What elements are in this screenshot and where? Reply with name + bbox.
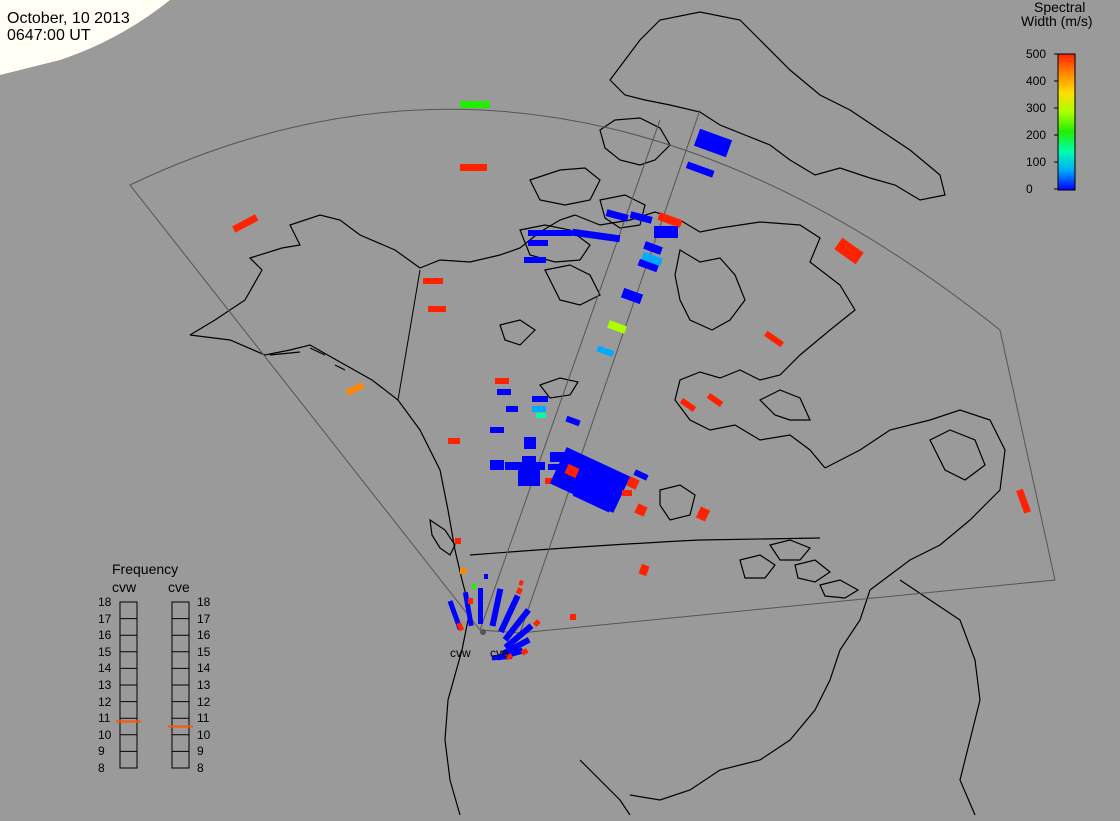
frequency-radar-cvw: cvw <box>112 579 137 595</box>
backscatter-cells <box>232 101 1031 661</box>
frequency-tick-left: 9 <box>98 744 105 759</box>
frequency-tick-right: 18 <box>197 595 211 609</box>
frequency-tick-left: 8 <box>98 761 105 775</box>
colorbar-title-line2: Width (m/s) <box>1021 13 1093 29</box>
colorbar-tick-label: 300 <box>1026 101 1047 115</box>
date-label: October, 10 2013 <box>7 10 130 27</box>
frequency-tick-left: 18 <box>98 595 112 609</box>
colorbar-title-line1: Spectral <box>1034 0 1086 15</box>
colorbar-scale <box>1054 53 1076 191</box>
frequency-tick-right: 9 <box>197 744 204 759</box>
frequency-scale <box>116 601 193 769</box>
colorbar-tick-label: 100 <box>1026 155 1047 169</box>
frequency-tick-left: 15 <box>98 644 112 659</box>
frequency-tick-left: 11 <box>98 711 111 726</box>
frequency-title: Frequency <box>112 561 179 577</box>
frequency-tick-right: 16 <box>197 628 211 643</box>
frequency-tick-left: 14 <box>98 661 112 676</box>
radar-site-label-cve: cve <box>490 646 509 660</box>
frequency-tick-left: 16 <box>98 628 112 643</box>
frequency-tick-right: 8 <box>197 761 204 775</box>
frequency-radar-cve: cve <box>168 579 190 595</box>
frequency-tick-left: 10 <box>98 727 112 742</box>
colorbar-tick-label: 200 <box>1026 128 1047 142</box>
frequency-tick-right: 14 <box>197 661 211 676</box>
colorbar-tick-label: 0 <box>1026 182 1033 196</box>
coastlines <box>189 11 1006 816</box>
frequency-tick-left: 17 <box>98 611 112 626</box>
radar-site-label-cvw: cvw <box>450 646 471 660</box>
frequency-tick-right: 13 <box>197 678 211 692</box>
frequency-tick-right: 11 <box>197 711 210 726</box>
frequency-tick-right: 10 <box>197 727 211 742</box>
colorbar-tick-label: 500 <box>1026 47 1047 61</box>
radar-fov <box>129 108 1056 634</box>
frequency-tick-right: 17 <box>197 611 211 626</box>
colorbar-tick-label: 400 <box>1026 74 1047 88</box>
frequency-tick-left: 12 <box>98 694 112 709</box>
colorbar-gradient <box>1057 53 1076 191</box>
time-label: 0647:00 UT <box>7 27 91 44</box>
frequency-tick-right: 12 <box>197 694 211 709</box>
daylight-region <box>0 0 170 75</box>
frequency-tick-right: 15 <box>197 644 211 659</box>
frequency-tick-left: 13 <box>98 678 112 692</box>
